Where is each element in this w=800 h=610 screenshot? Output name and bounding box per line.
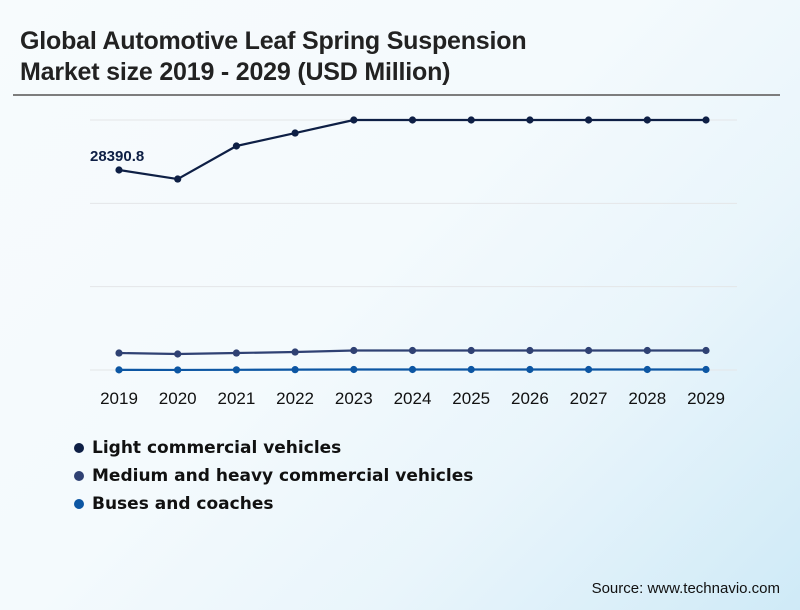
legend-item: Buses and coaches	[74, 490, 473, 518]
x-tick-label: 2025	[452, 389, 490, 408]
data-point	[467, 116, 475, 124]
data-point	[174, 366, 182, 374]
legend-marker-icon	[74, 499, 84, 509]
x-tick-label: 2024	[394, 389, 432, 408]
data-point	[291, 348, 299, 356]
data-point	[115, 349, 123, 357]
data-point	[350, 346, 358, 355]
x-tick-label: 2021	[217, 389, 255, 408]
legend-item: Light commercial vehicles	[74, 434, 473, 462]
data-point	[467, 365, 475, 374]
data-point	[350, 116, 358, 124]
data-point	[585, 346, 593, 355]
data-point	[408, 346, 417, 355]
data-point	[174, 350, 182, 358]
data-point	[408, 365, 417, 374]
data-point	[115, 166, 123, 174]
data-point	[643, 346, 651, 355]
data-label: 28390.8	[90, 148, 144, 165]
legend-label: Buses and coaches	[92, 494, 274, 514]
data-point	[174, 175, 182, 183]
data-point	[702, 116, 710, 124]
data-point	[408, 116, 417, 124]
data-point	[702, 365, 710, 374]
legend-label: Medium and heavy commercial vehicles	[92, 466, 474, 486]
data-point	[643, 365, 651, 374]
title-divider	[13, 94, 780, 96]
chart-title: Global Automotive Leaf Spring Suspension…	[20, 26, 720, 88]
data-point	[585, 116, 593, 124]
data-point	[526, 346, 534, 355]
data-point	[232, 349, 240, 357]
data-point	[702, 346, 710, 355]
x-tick-label: 2027	[570, 389, 608, 408]
data-point	[643, 116, 651, 124]
source-credit: Source: www.technavio.com	[591, 580, 780, 597]
chart-title-line-1: Global Automotive Leaf Spring Suspension	[20, 27, 527, 55]
data-point	[291, 366, 299, 374]
legend-marker-icon	[74, 471, 84, 481]
x-tick-label: 2023	[335, 389, 373, 408]
data-point	[526, 365, 534, 374]
data-point	[467, 346, 475, 355]
data-point	[232, 366, 240, 374]
data-point	[350, 365, 358, 374]
x-tick-label: 2029	[687, 389, 725, 408]
data-point	[585, 365, 593, 374]
x-axis-ticks: 2019 2020 2021 2022 2023 2024 2025 2026 2027 2028…	[100, 389, 725, 408]
annotations: 28390.8	[90, 148, 144, 165]
series-line	[118, 118, 706, 181]
data-point	[526, 116, 534, 124]
data-point	[232, 142, 240, 150]
x-tick-label: 2019	[100, 389, 138, 408]
x-tick-label: 2022	[276, 389, 314, 408]
line-chart: 28390.8 2019 2020 2021 2022 2023 2024 2025 2026…	[90, 116, 737, 408]
x-tick-label: 2028	[628, 389, 666, 408]
x-tick-label: 2020	[159, 389, 197, 408]
x-tick-label: 2026	[511, 389, 549, 408]
legend: Light commercial vehicles Medium and hea…	[74, 434, 473, 518]
data-point	[291, 129, 299, 137]
legend-item: Medium and heavy commercial vehicles	[74, 462, 473, 490]
series-lines	[115, 116, 710, 374]
legend-marker-icon	[74, 443, 84, 453]
gridlines	[90, 119, 737, 371]
data-point	[115, 366, 123, 374]
legend-label: Light commercial vehicles	[92, 438, 342, 458]
chart-title-line-2: Market size 2019 - 2029 (USD Million)	[20, 58, 451, 86]
